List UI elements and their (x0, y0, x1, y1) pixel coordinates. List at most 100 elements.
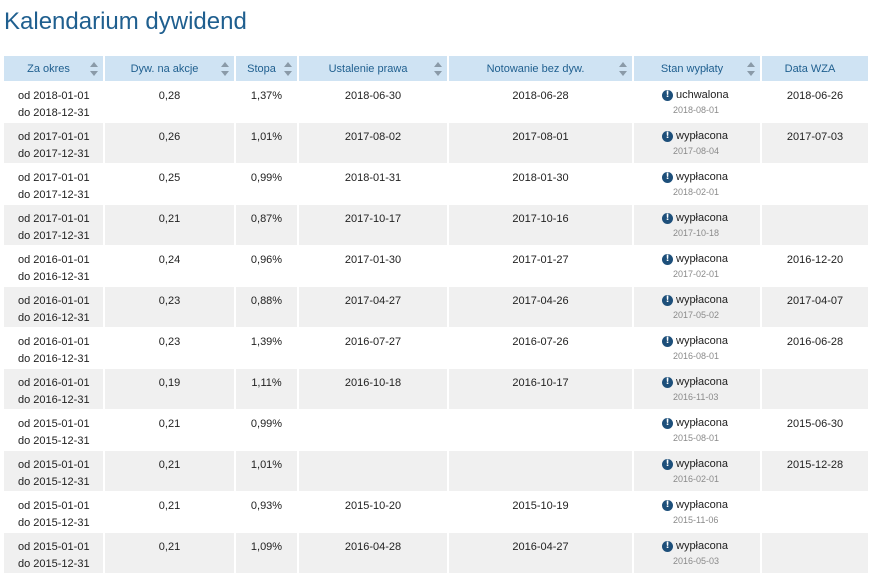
sort-arrows-icon[interactable] (90, 61, 98, 77)
status-label: wypłacona (676, 171, 728, 183)
table-row: od 2016-01-01 do 2016-12-31 0,19 1,11% 2016-… (4, 368, 868, 409)
record-date-cell: 2017-04-27 (299, 286, 449, 327)
column-header-label: Za okres (27, 62, 70, 75)
agm-date-cell (762, 532, 868, 573)
info-icon[interactable]: ! (662, 336, 673, 347)
agm-date-cell (762, 368, 868, 409)
status-label: wypłacona (676, 376, 728, 388)
table-row: od 2016-01-01 do 2016-12-31 0,23 0,88% 2017-… (4, 286, 868, 327)
sort-arrows-icon[interactable] (284, 61, 292, 77)
period-from: od 2018-01-01 (18, 90, 90, 102)
table-row: od 2017-01-01 do 2017-12-31 0,25 0,99% 2018-… (4, 163, 868, 204)
period-to: do 2018-12-31 (18, 107, 90, 119)
record-date-cell: 2016-04-28 (299, 532, 449, 573)
period-cell: od 2016-01-01 do 2016-12-31 (4, 286, 105, 327)
status-cell: ! wypłacona 2016-02-01 (634, 450, 762, 491)
agm-date-cell (762, 204, 868, 245)
status-cell: ! wypłacona 2015-11-06 (634, 491, 762, 532)
record-date-value: 2018-06-30 (344, 90, 402, 102)
column-header-agm-date[interactable]: Data WZA (762, 56, 868, 81)
status-date: 2018-08-01 (673, 105, 720, 115)
agm-date-cell: 2017-07-03 (762, 122, 868, 163)
table-header-row: Za okres Dyw. na akcje Stopa Ustalenie p… (4, 56, 868, 81)
period-from: od 2015-01-01 (18, 459, 90, 471)
info-icon[interactable]: ! (662, 541, 673, 552)
agm-date-value: 2017-07-03 (786, 131, 844, 143)
column-header-yield[interactable]: Stopa (236, 56, 299, 81)
status-label: wypłacona (676, 212, 728, 224)
ex-date-cell (449, 409, 634, 450)
info-icon[interactable]: ! (662, 213, 673, 224)
status-date: 2015-08-01 (673, 433, 720, 443)
yield-value: 0,96% (250, 254, 283, 266)
status-date: 2017-02-01 (673, 269, 720, 279)
table-row: od 2016-01-01 do 2016-12-31 0,23 1,39% 2016-… (4, 327, 868, 368)
record-date-value: 2015-10-20 (344, 500, 402, 512)
column-header-period[interactable]: Za okres (4, 56, 105, 81)
column-header-ex-date[interactable]: Notowanie bez dyw. (449, 56, 634, 81)
sort-arrows-icon[interactable] (747, 61, 755, 77)
record-date-cell (299, 450, 449, 491)
status-label: wypłacona (676, 540, 728, 552)
status-date: 2015-11-06 (673, 515, 719, 525)
agm-date-cell (762, 163, 868, 204)
period-cell: od 2015-01-01 do 2015-12-31 (4, 409, 105, 450)
column-header-label: Data WZA (784, 62, 836, 75)
sort-arrows-icon[interactable] (619, 61, 627, 77)
record-date-cell: 2018-06-30 (299, 81, 449, 122)
record-date-value: 2016-10-18 (344, 377, 402, 389)
status-date: 2017-10-18 (673, 228, 720, 238)
ex-date-value: 2018-01-30 (512, 172, 569, 184)
info-icon[interactable]: ! (662, 377, 673, 388)
yield-cell: 0,96% (236, 245, 299, 286)
status-date: 2016-08-01 (673, 351, 720, 361)
ex-date-cell: 2016-07-26 (449, 327, 634, 368)
table-row: od 2015-01-01 do 2015-12-31 0,21 1,01%! wypł… (4, 450, 868, 491)
column-header-label: Ustalenie prawa (328, 62, 408, 75)
sort-arrows-icon[interactable] (221, 61, 229, 77)
agm-date-value (762, 492, 868, 498)
record-date-cell: 2016-10-18 (299, 368, 449, 409)
ex-date-cell: 2018-06-28 (449, 81, 634, 122)
period-to: do 2015-12-31 (18, 517, 90, 529)
yield-cell: 0,99% (236, 409, 299, 450)
dividend-table: Za okres Dyw. na akcje Stopa Ustalenie p… (4, 56, 868, 573)
info-icon[interactable]: ! (662, 90, 673, 101)
ex-date-value (449, 410, 632, 416)
ex-date-value: 2018-06-28 (512, 90, 569, 102)
yield-cell: 1,09% (236, 532, 299, 573)
status-cell: ! wypłacona 2016-11-03 (634, 368, 762, 409)
column-header-record-date[interactable]: Ustalenie prawa (299, 56, 449, 81)
agm-date-value (762, 164, 868, 170)
table-row: od 2018-01-01 do 2018-12-31 0,28 1,37% 2018-… (4, 81, 868, 122)
period-from: od 2015-01-01 (18, 500, 90, 512)
yield-cell: 1,11% (236, 368, 299, 409)
info-icon[interactable]: ! (662, 131, 673, 142)
sort-arrows-icon[interactable] (434, 61, 442, 77)
table-row: od 2015-01-01 do 2015-12-31 0,21 0,99%! wypł… (4, 409, 868, 450)
ex-date-value: 2017-01-27 (512, 254, 569, 266)
period-from: od 2017-01-01 (18, 172, 90, 184)
yield-cell: 0,87% (236, 204, 299, 245)
info-icon[interactable]: ! (662, 418, 673, 429)
agm-date-value: 2017-04-07 (786, 295, 844, 307)
info-icon[interactable]: ! (662, 172, 673, 183)
column-header-status[interactable]: Stan wypłaty (634, 56, 762, 81)
info-icon[interactable]: ! (662, 254, 673, 265)
period-from: od 2017-01-01 (18, 213, 90, 225)
status-cell: ! wypłacona 2017-02-01 (634, 245, 762, 286)
status-label: wypłacona (676, 253, 728, 265)
agm-date-cell: 2017-04-07 (762, 286, 868, 327)
agm-date-cell (762, 491, 868, 532)
record-date-cell: 2015-10-20 (299, 491, 449, 532)
info-icon[interactable]: ! (662, 295, 673, 306)
ex-date-value: 2015-10-19 (512, 500, 569, 512)
info-icon[interactable]: ! (662, 500, 673, 511)
info-icon[interactable]: ! (662, 459, 673, 470)
record-date-value: 2016-04-28 (344, 541, 402, 553)
period-to: do 2016-12-31 (18, 312, 90, 324)
column-header-dividend[interactable]: Dyw. na akcje (105, 56, 236, 81)
dividend-value: 0,28 (158, 90, 181, 102)
dividend-cell: 0,24 (105, 245, 236, 286)
yield-value: 1,37% (250, 90, 283, 102)
